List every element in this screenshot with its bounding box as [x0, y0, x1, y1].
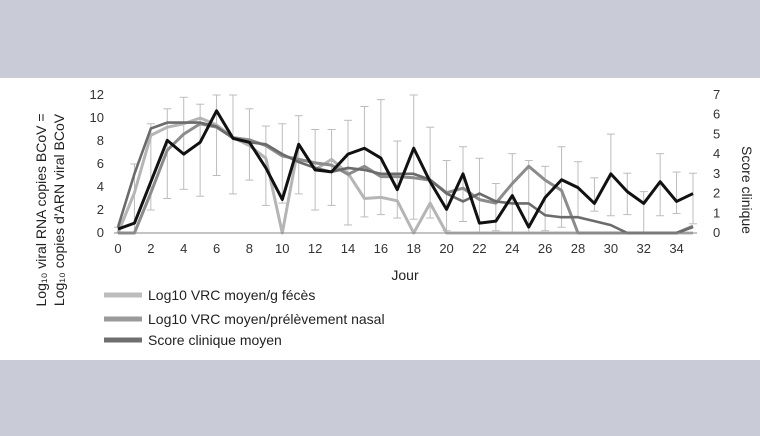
x-tick-label: 32: [636, 241, 650, 256]
y-axis-title-left-line1: Log₁₀ viral RNA copies BCoV =: [33, 113, 49, 306]
legend-label-nasal: Log10 VRC moyen/prélèvement nasal: [148, 311, 385, 327]
y-right-tick-label: 6: [713, 107, 720, 122]
x-tick-label: 18: [406, 241, 420, 256]
y-left-tick-label: 6: [97, 156, 104, 171]
x-tick-label: 4: [180, 241, 187, 256]
y-left-tick-label: 2: [97, 202, 104, 217]
x-tick-label: 14: [341, 241, 355, 256]
x-tick-label: 6: [213, 241, 220, 256]
axes-layer: 0 2 4 6 8 10 12 14 16 18 20 22 24 26 28 30 32 34024681012…: [90, 87, 721, 256]
error-bars-layer: [114, 94, 697, 234]
legend-label-feces: Log10 VRC moyen/g fécès: [148, 287, 315, 303]
y-left-tick-label: 12: [90, 87, 104, 102]
y-right-tick-label: 0: [713, 225, 720, 240]
series-line-2: [117, 109, 694, 231]
x-tick-label: 24: [505, 241, 519, 256]
y-right-tick-label: 4: [713, 146, 720, 161]
y-left-tick-label: 8: [97, 133, 104, 148]
chart-panel: 0 2 4 6 8 10 12 14 16 18 20 22 24 26 28 30 32 34 0 2 4 6 8 10 12…: [0, 78, 760, 360]
x-axis-title: Jour: [391, 267, 419, 283]
y-right-tick-label: 3: [713, 166, 720, 181]
x-tick-label: 10: [275, 241, 289, 256]
x-tick-label: 0: [114, 241, 121, 256]
x-tick-label: 22: [472, 241, 486, 256]
series-layer: [116, 109, 694, 235]
x-tick-label: 26: [538, 241, 552, 256]
x-tick-label: 20: [439, 241, 453, 256]
y-right-tick-label: 5: [713, 126, 720, 141]
y-axis-title-left-line2: Log₁₀ copies d'ARN viral BCoV: [51, 113, 67, 306]
x-tick-label: 34: [669, 241, 683, 256]
x-tick-label: 8: [246, 241, 253, 256]
y-left-tick-label: 0: [97, 225, 104, 240]
y-left-tick-label: 10: [90, 110, 104, 125]
x-tick-label: 16: [374, 241, 388, 256]
x-tick-label: 28: [571, 241, 585, 256]
legend: Log10 VRC moyen/g fécès Log10 VRC moyen/p…: [104, 287, 385, 348]
x-tick-label: 2: [147, 241, 154, 256]
series-line-3: [116, 121, 694, 235]
y-left-tick-label: 4: [97, 179, 104, 194]
x-tick-label: 30: [604, 241, 618, 256]
y-axis-title-right: Score clinique: [739, 146, 755, 234]
y-right-tick-label: 2: [713, 186, 720, 201]
legend-label-clinical: Score clinique moyen: [148, 332, 282, 348]
y-right-tick-label: 7: [713, 87, 720, 102]
y-right-tick-label: 1: [713, 205, 720, 220]
x-tick-label: 12: [308, 241, 322, 256]
line-chart: 0 2 4 6 8 10 12 14 16 18 20 22 24 26 28 30 32 34024681012…: [33, 87, 755, 348]
